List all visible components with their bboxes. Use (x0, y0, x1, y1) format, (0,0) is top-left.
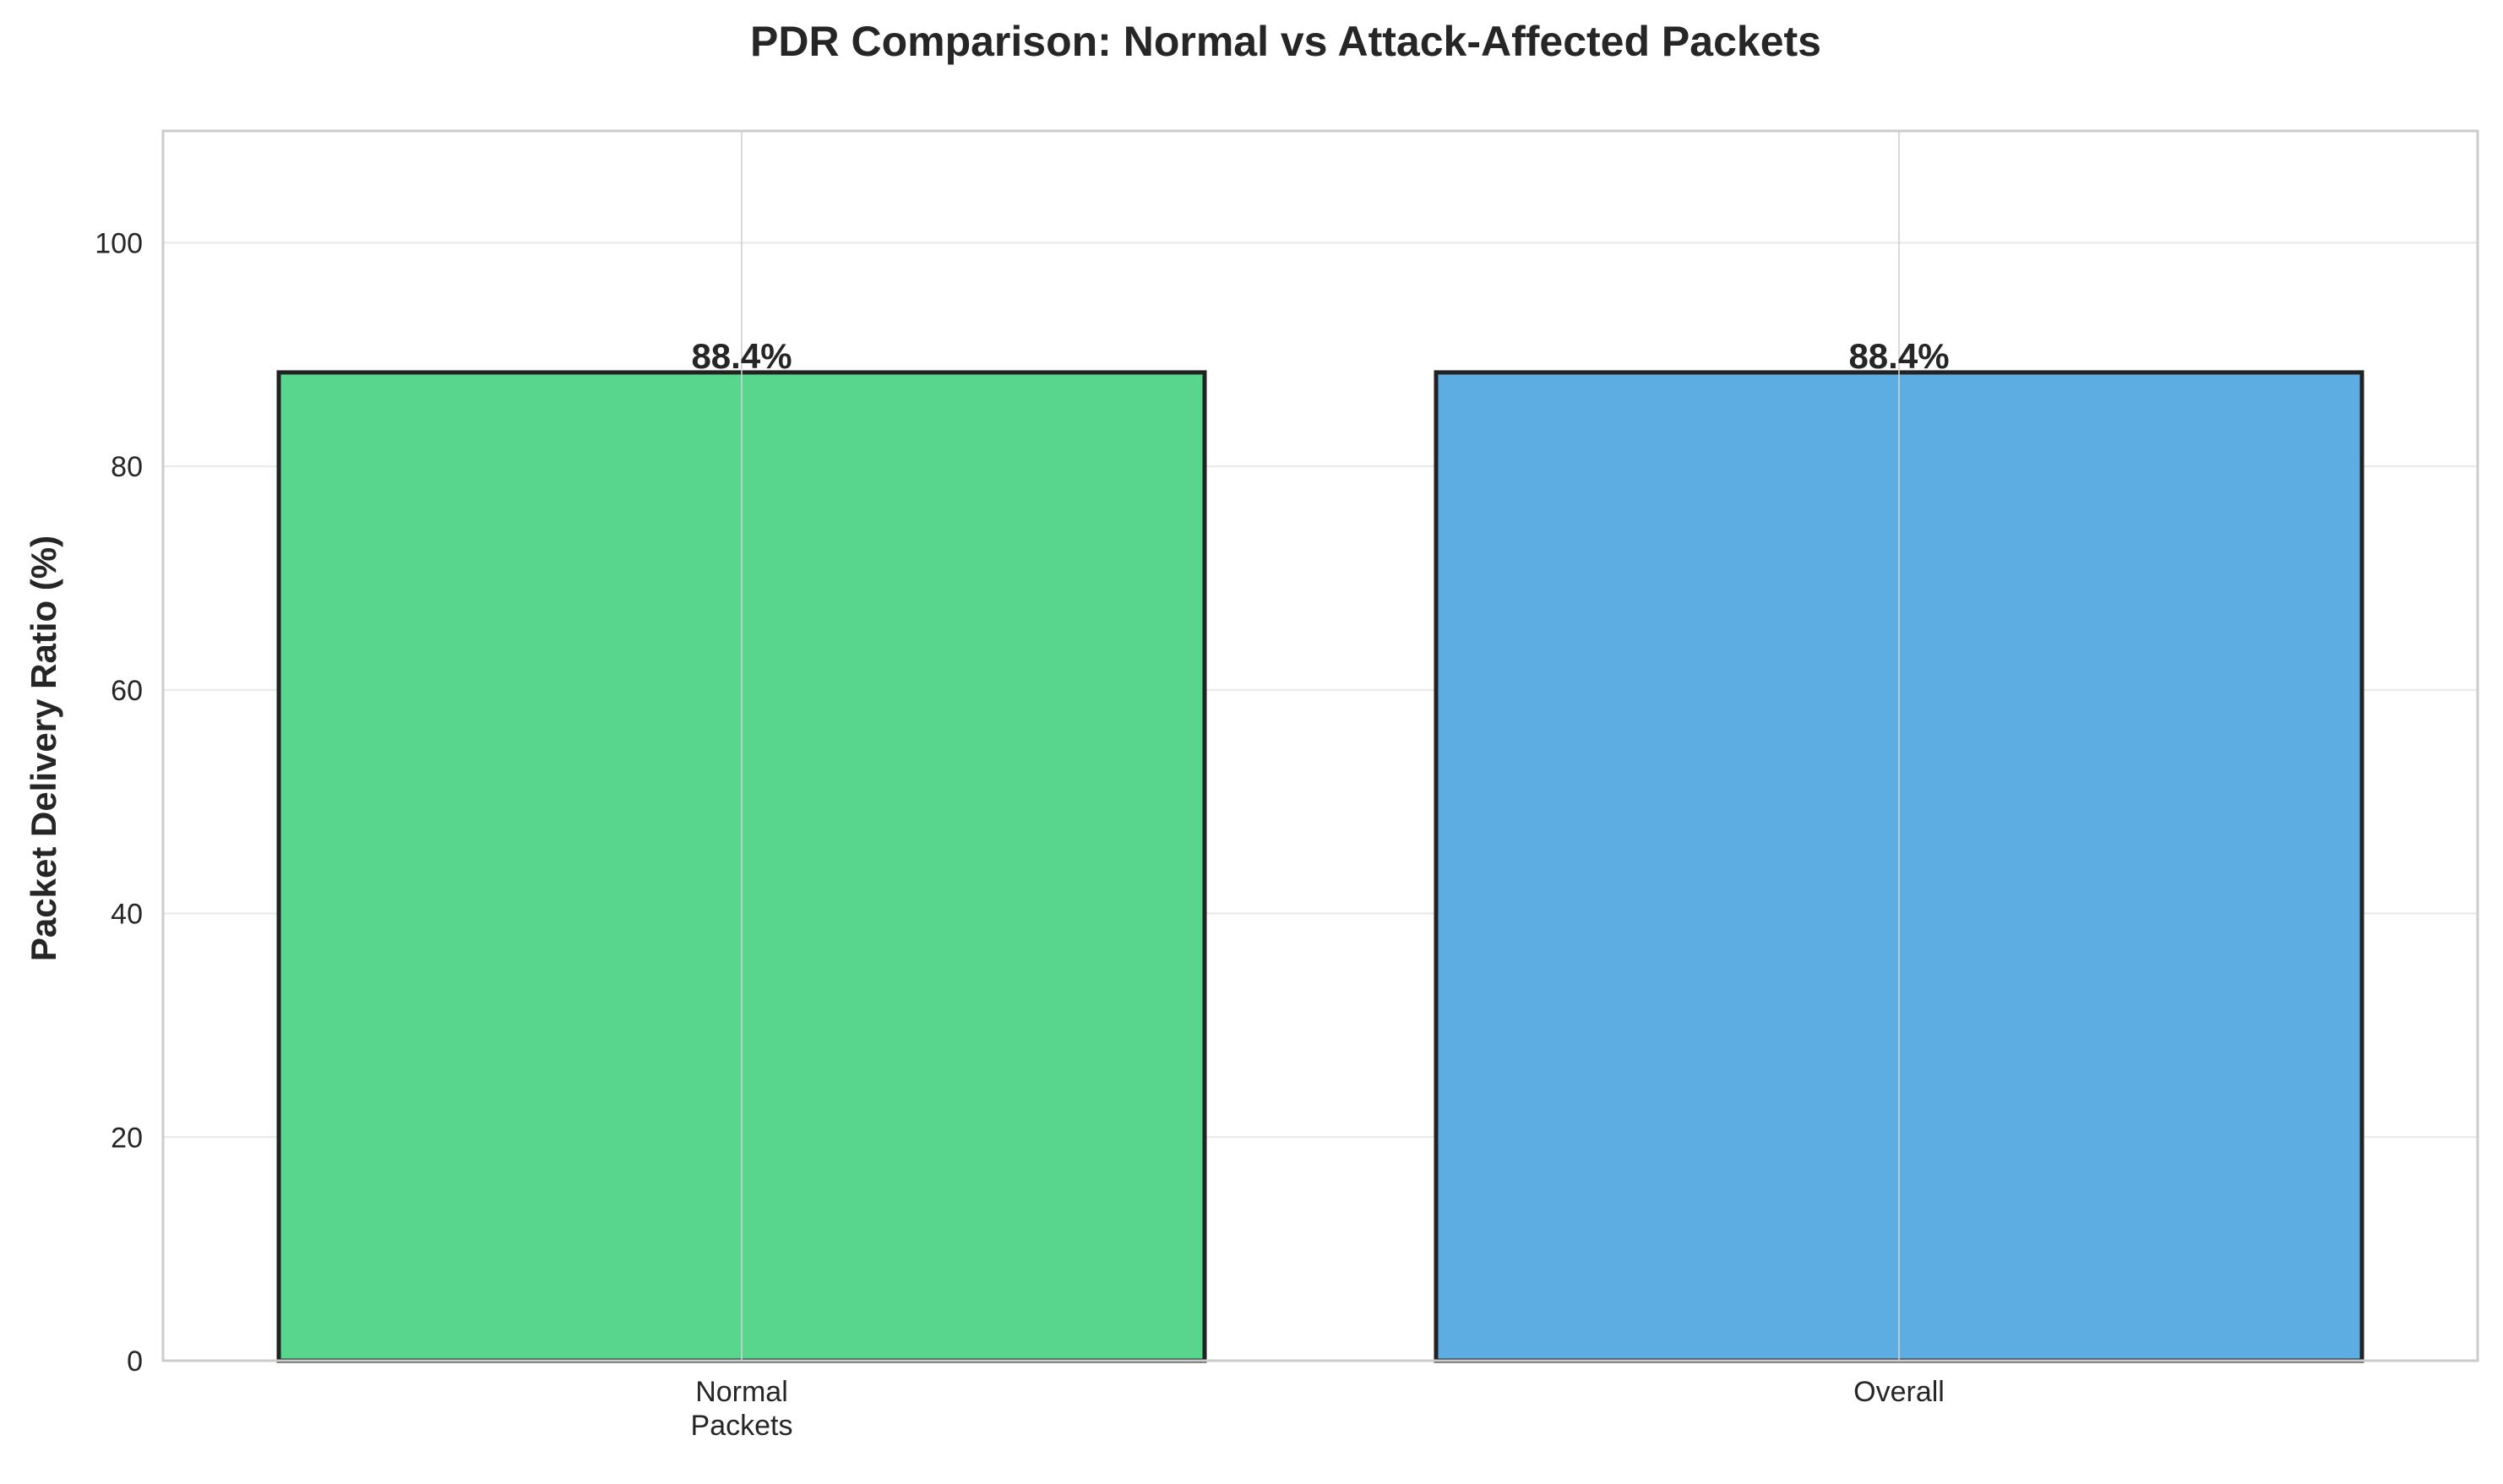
y-tick-label: 100 (95, 227, 143, 259)
bar-data-label: 88.4% (1848, 336, 1949, 376)
x-tick-label-line: Normal (695, 1376, 788, 1408)
vertical-grid-layer (741, 131, 1900, 1361)
y-tick-label: 0 (127, 1345, 143, 1378)
y-tick-label: 80 (111, 451, 143, 483)
plot-frame (161, 129, 2479, 1362)
x-tick-label: Normal Packets (691, 1376, 793, 1442)
tick-layer: 0 20 40 60 80 100 Normal Packets Overall (95, 227, 1945, 1442)
x-tick-label-line: Overall (1853, 1376, 1945, 1408)
chart-title: PDR Comparison: Normal vs Attack-Affecte… (750, 18, 1821, 65)
data-label-layer: 88.4% 88.4% (691, 336, 1949, 376)
x-tick-label: Overall (1853, 1376, 1945, 1408)
bar-data-label: 88.4% (691, 336, 792, 376)
bar-layer (276, 370, 2364, 1363)
y-axis-label: Packet Delivery Ratio (%) (24, 535, 63, 961)
y-tick-label: 40 (111, 899, 143, 931)
y-tick-label: 60 (111, 675, 143, 707)
x-tick-label-line: Packets (691, 1410, 793, 1442)
y-tick-label: 20 (111, 1122, 143, 1154)
